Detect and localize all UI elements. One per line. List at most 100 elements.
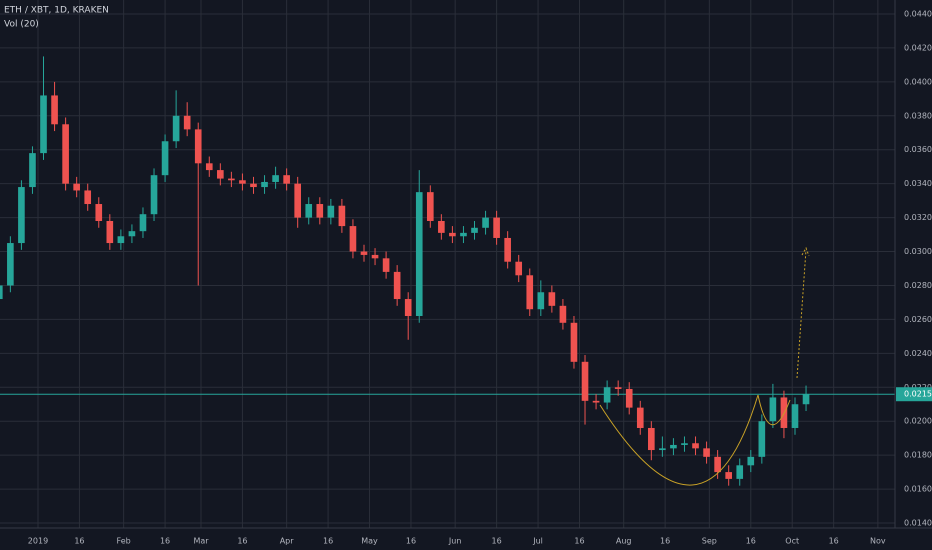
- candle-body: [648, 427, 655, 451]
- candle-body: [449, 232, 456, 237]
- candle-body: [559, 305, 567, 323]
- candle-body: [625, 388, 633, 408]
- x-tick-label: Nov: [870, 537, 886, 546]
- candle-body: [250, 183, 257, 188]
- candle-body: [316, 204, 324, 218]
- candle-body: [482, 217, 489, 228]
- candle-body: [128, 231, 136, 237]
- candle-body: [515, 261, 523, 276]
- x-tick-label: Feb: [117, 537, 131, 546]
- indicator-label: Vol (20): [4, 20, 39, 30]
- x-tick-label: 16: [829, 537, 839, 546]
- candle-body: [703, 448, 710, 457]
- candle-body: [769, 397, 777, 422]
- candle-body: [426, 192, 434, 221]
- candle-body: [205, 163, 213, 171]
- x-tick-label: May: [361, 537, 378, 546]
- x-tick-label: Apr: [280, 537, 295, 546]
- candle-body: [29, 153, 36, 188]
- candle-body: [283, 175, 290, 184]
- x-tick-label: 16: [746, 537, 756, 546]
- candle-body: [592, 400, 600, 403]
- candle-body: [228, 178, 235, 181]
- candle-body: [747, 456, 755, 466]
- candle-body: [614, 387, 622, 389]
- target-arrow: [796, 246, 810, 379]
- candle-body: [471, 227, 478, 233]
- candle-body: [62, 124, 69, 184]
- candle-body: [692, 443, 699, 449]
- x-tick-label: Mar: [193, 537, 209, 546]
- candle-body: [736, 465, 744, 479]
- x-tick-label: 16: [237, 537, 247, 546]
- candle-body: [183, 115, 191, 130]
- candle-body: [681, 443, 688, 445]
- candle-body: [117, 236, 125, 244]
- candle-body: [382, 258, 390, 272]
- candle-body: [504, 237, 511, 262]
- grid: [0, 0, 895, 528]
- last-price-box: [896, 387, 932, 402]
- candle-body: [261, 181, 268, 188]
- candle-body: [327, 205, 335, 218]
- candle-body: [294, 183, 302, 218]
- candle-body: [570, 322, 578, 362]
- x-tick-label: Aug: [616, 537, 632, 546]
- candle-body: [791, 404, 799, 428]
- candle-body: [40, 95, 47, 154]
- candle-body: [636, 407, 644, 428]
- candles: [0, 56, 810, 486]
- candle-body: [51, 95, 58, 125]
- candle-body: [415, 192, 423, 317]
- candle-body: [338, 205, 346, 227]
- candle-body: [493, 217, 500, 238]
- candle-body: [106, 220, 114, 244]
- x-tick-label: 16: [660, 537, 670, 546]
- candle-body: [272, 175, 279, 182]
- candle-body: [194, 129, 202, 164]
- handle-drawing: [757, 394, 791, 426]
- x-tick-label: 16: [492, 537, 502, 546]
- candle-body: [217, 170, 224, 179]
- x-tick-label: Jul: [532, 537, 543, 546]
- candle-body: [548, 292, 556, 306]
- candle-body: [73, 183, 80, 191]
- x-tick-label: 16: [574, 537, 584, 546]
- candle-body: [603, 387, 611, 403]
- candle-body: [305, 204, 313, 218]
- axes: 0.014000.016000.018000.020000.022000.024…: [28, 10, 932, 546]
- y-tick-label: 0.04400: [904, 10, 932, 19]
- candle-body: [18, 187, 25, 244]
- x-tick-label: 2019: [28, 537, 48, 546]
- x-tick-label: 16: [323, 537, 333, 546]
- candle-body: [371, 254, 379, 259]
- candle-body: [139, 214, 147, 232]
- candle-body: [150, 175, 158, 215]
- candle-body: [438, 220, 445, 233]
- candle-body: [581, 361, 589, 401]
- last-price-label: 0.02159: [904, 390, 932, 399]
- candle-body: [526, 275, 534, 310]
- candle-body: [349, 226, 357, 252]
- candle-body: [714, 456, 721, 473]
- candle-body: [670, 444, 677, 449]
- chart-title: ETH / XBT, 1D, KRAKEN: [4, 6, 109, 16]
- candle-body: [7, 243, 14, 286]
- candle-body: [360, 251, 368, 255]
- candle-body: [95, 204, 103, 221]
- candle-body: [239, 180, 246, 184]
- x-tick-label: Oct: [785, 537, 799, 546]
